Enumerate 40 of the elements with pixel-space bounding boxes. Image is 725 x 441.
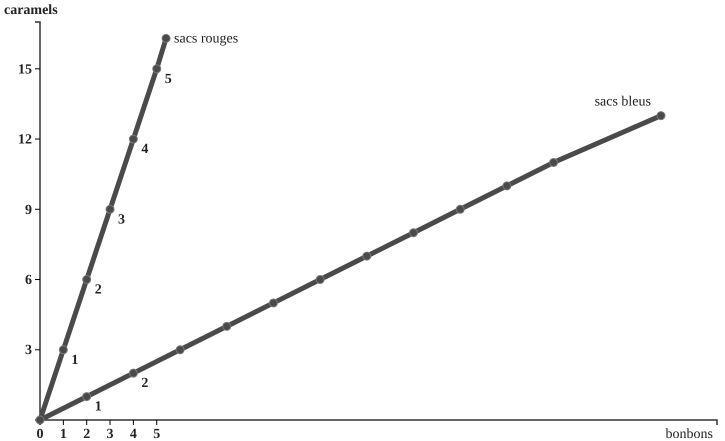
annotation: 2 — [141, 376, 148, 392]
annotation: 2 — [94, 282, 102, 298]
series-label: sacs bleus — [594, 94, 651, 110]
x-tick-label: 3 — [106, 426, 114, 441]
x-tick-label: 2 — [83, 426, 90, 441]
y-tick-label: 15 — [18, 62, 32, 78]
y-tick-label: 9 — [25, 202, 32, 218]
annotation: 4 — [141, 142, 148, 158]
point — [58, 345, 68, 354]
point — [128, 134, 138, 144]
point — [82, 392, 92, 402]
y-axis-title: caramels — [4, 3, 58, 18]
x-axis-title: bonbons — [666, 427, 713, 441]
point — [128, 368, 138, 378]
point — [152, 64, 162, 74]
point — [222, 322, 232, 331]
annotation: 5 — [164, 72, 172, 87]
point — [162, 34, 171, 43]
point — [409, 228, 418, 238]
point — [656, 111, 666, 120]
series-label: sacs rouges — [174, 31, 238, 46]
y-tick-label: 6 — [25, 273, 32, 288]
annotation: 3 — [118, 212, 126, 228]
x-tick-label: 5 — [153, 426, 160, 441]
point — [549, 158, 558, 167]
point — [82, 275, 92, 284]
annotation: 1 — [94, 400, 102, 415]
point — [268, 298, 278, 308]
annotation: 1 — [71, 352, 78, 368]
x-tick-label: 4 — [130, 426, 137, 441]
x-tick-label: 0 — [36, 426, 44, 441]
point — [106, 204, 115, 214]
point — [502, 181, 512, 190]
point — [456, 204, 465, 214]
y-tick-label: 12 — [18, 132, 32, 148]
point — [316, 275, 325, 284]
x-tick-label: 1 — [60, 426, 67, 441]
y-tick-label: 3 — [25, 343, 32, 358]
point — [362, 252, 372, 261]
point — [176, 345, 185, 354]
